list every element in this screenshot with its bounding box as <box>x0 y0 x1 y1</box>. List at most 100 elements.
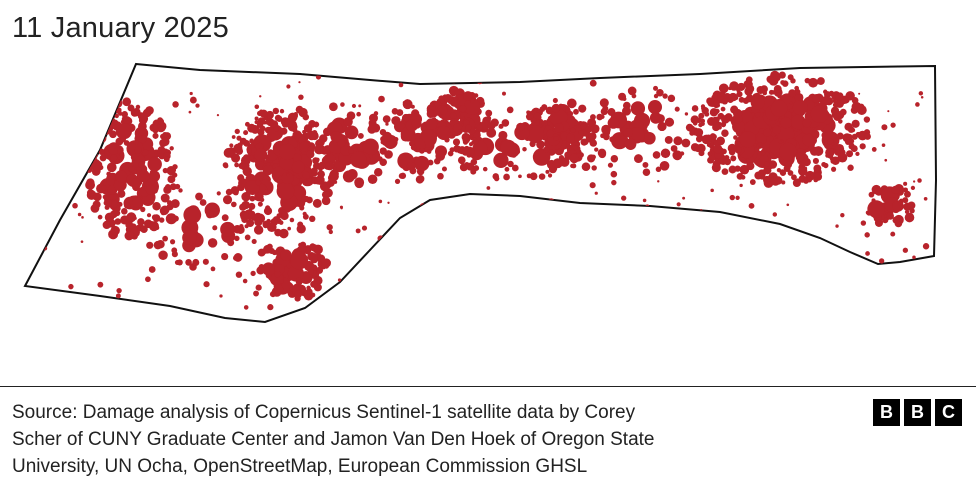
damage-spot <box>839 108 847 116</box>
damage-spot <box>394 178 401 184</box>
damage-spot <box>281 172 294 184</box>
damage-spot <box>546 297 553 304</box>
damage-spot <box>659 160 670 171</box>
damage-spot <box>526 173 532 179</box>
damage-spot <box>781 180 786 185</box>
damage-spot <box>101 122 109 130</box>
damage-spot <box>917 178 922 183</box>
damage-spot <box>309 215 316 223</box>
damage-spot <box>835 92 844 101</box>
damage-spot <box>443 93 453 103</box>
damage-spot <box>518 174 522 179</box>
damage-spot <box>552 158 563 169</box>
damage-spot <box>495 288 499 292</box>
damage-spot <box>323 201 327 204</box>
damage-spot <box>229 143 234 148</box>
damage-spot <box>289 217 295 223</box>
divider <box>0 386 976 387</box>
damage-spot <box>695 135 703 143</box>
damage-spot <box>232 154 238 160</box>
damage-spot <box>881 143 886 147</box>
damage-spot <box>553 136 559 141</box>
damage-spot <box>231 135 236 139</box>
damage-spot <box>807 177 812 183</box>
damage-spot <box>681 138 691 148</box>
damage-spot <box>120 136 126 143</box>
damage-spot <box>112 119 119 125</box>
damage-spot <box>223 147 234 158</box>
damage-spot <box>666 233 670 238</box>
damage-spot <box>169 183 177 191</box>
damage-spot <box>292 132 297 137</box>
damage-spot <box>114 113 119 119</box>
damage-spot <box>48 73 54 80</box>
damage-spot <box>234 128 240 135</box>
damage-spot <box>757 294 764 301</box>
damage-spot <box>170 199 180 209</box>
damage-spot <box>533 112 541 120</box>
damage-spot <box>337 278 342 282</box>
damage-spot <box>152 124 158 130</box>
damage-spot <box>114 218 122 225</box>
damage-spot <box>506 106 514 114</box>
damage-spot <box>662 149 669 157</box>
damage-spot <box>748 202 755 209</box>
damage-spot <box>140 206 146 213</box>
damage-spot <box>300 269 304 273</box>
damage-spot <box>378 199 383 204</box>
damage-spot <box>391 116 401 126</box>
damage-spot <box>44 98 49 104</box>
damage-spot <box>607 108 616 117</box>
damage-spot <box>589 139 598 147</box>
damage-spot <box>99 116 104 122</box>
damage-spot <box>684 273 690 278</box>
damage-spot <box>345 141 350 147</box>
damage-spot <box>437 203 442 208</box>
damage-spot <box>581 162 591 172</box>
damage-spot <box>152 201 161 211</box>
damage-spot <box>809 146 820 156</box>
damage-spot <box>106 162 117 173</box>
damage-spot <box>192 258 200 266</box>
damage-spot <box>298 81 301 84</box>
damage-spot <box>621 195 627 201</box>
damage-spot <box>728 86 732 91</box>
damage-spot <box>133 140 139 146</box>
damage-spot <box>270 162 274 166</box>
damage-spot <box>851 133 858 140</box>
damage-spot <box>158 250 168 260</box>
damage-spot <box>253 290 259 297</box>
damage-spot <box>500 139 517 156</box>
damage-spot <box>656 89 664 97</box>
damage-spot <box>541 120 548 127</box>
logo-letter: C <box>935 399 962 426</box>
damage-spot <box>233 224 242 234</box>
damage-spot <box>461 148 470 156</box>
damage-spot <box>757 142 763 147</box>
damage-spot <box>705 134 712 141</box>
damage-spot <box>734 165 741 172</box>
damage-spot <box>263 115 268 121</box>
damage-spot <box>138 134 147 144</box>
damage-spot <box>236 135 242 141</box>
damage-spot <box>243 130 249 136</box>
damage-spot <box>642 161 649 168</box>
damage-spot <box>321 190 330 199</box>
damage-spot <box>141 149 149 157</box>
damage-spot <box>174 183 181 190</box>
damage-spot <box>594 191 598 195</box>
damage-spot <box>162 235 169 242</box>
damage-spot <box>486 186 491 190</box>
damage-spot <box>291 160 305 174</box>
damage-spot <box>903 181 908 186</box>
damage-spot <box>259 95 262 98</box>
damage-spot <box>630 101 646 116</box>
damage-spot <box>276 115 283 122</box>
damage-spot <box>298 94 304 100</box>
damage-spot <box>316 266 324 274</box>
damage-spot <box>590 124 600 134</box>
damage-spot <box>449 112 457 119</box>
damage-spot <box>729 194 736 201</box>
damage-spot <box>851 119 860 128</box>
damage-spot <box>548 198 555 205</box>
